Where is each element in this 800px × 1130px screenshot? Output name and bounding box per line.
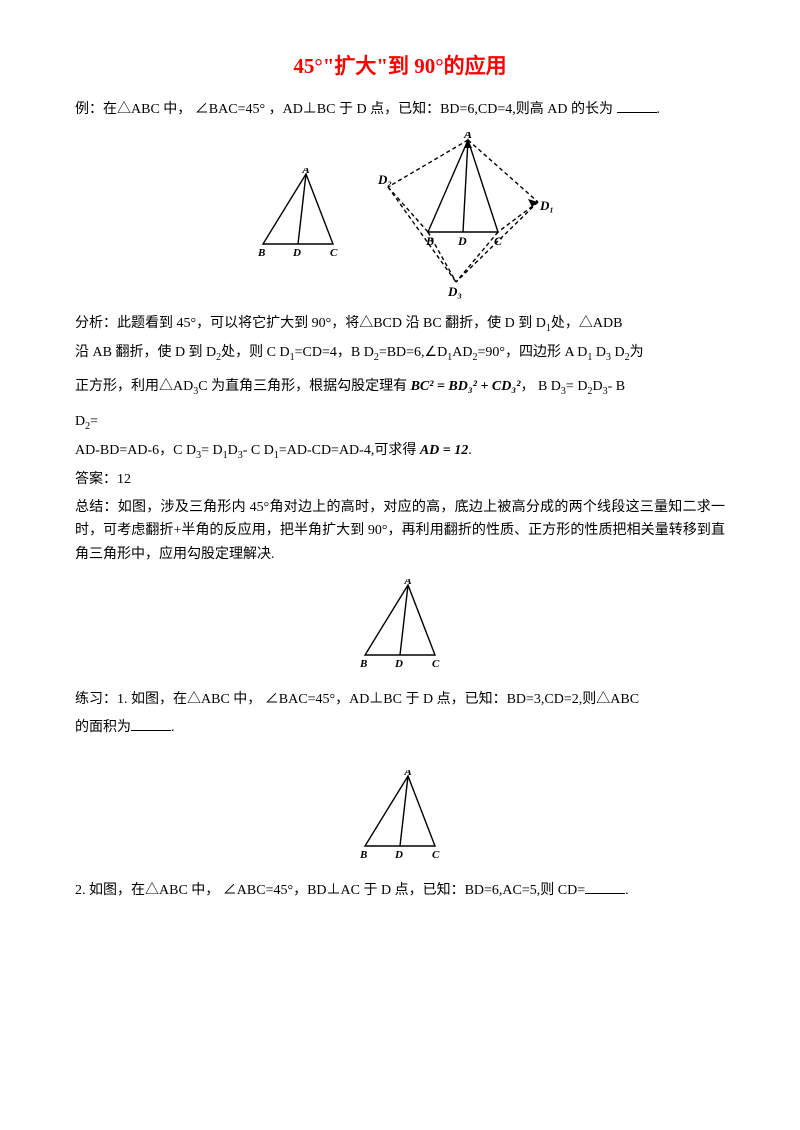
analysis-p3c: ， B D	[520, 379, 560, 394]
label-a2: A	[462, 132, 471, 141]
analysis-p2i: 为	[630, 345, 644, 360]
summary-label: 总结：	[75, 500, 118, 515]
analysis-p5: AD-BD=AD-6，C D3= D1D3- C D1=AD-CD=AD-4,可…	[75, 439, 725, 464]
label-d1: D₁	[539, 198, 553, 213]
t3-b: B	[359, 849, 367, 861]
analysis-p1b: 处，△ADB	[551, 316, 623, 331]
example-statement: 例：在△ABC 中， ∠BAC=45° ，AD⊥BC 于 D 点，已知：BD=6…	[75, 98, 725, 122]
analysis-p1a: 此题看到 45°，可以将它扩大到 90°，将△BCD 沿 BC 翻折，使 D 到…	[117, 316, 546, 331]
summary-text: 如图，涉及三角形内 45°角对边上的高时，对应的高，底边上被高分成的两个线段这三…	[75, 500, 725, 563]
analysis-p2e: AD	[452, 345, 472, 360]
analysis-p2d: =BD=6,∠D	[379, 345, 447, 360]
q1-a: 1. 如图，在△ABC 中，	[117, 692, 261, 707]
label-b2: B	[425, 234, 434, 248]
answer-label: 答案：	[75, 472, 117, 487]
label-c: C	[330, 247, 338, 259]
analysis-p4b: =	[90, 414, 98, 429]
t3-a: A	[403, 770, 411, 778]
analysis-p1: 分析：此题看到 45°，可以将它扩大到 90°，将△BCD 沿 BC 翻折，使 …	[75, 312, 725, 337]
folded-square-figure: A B D C D₂ D₁ D₃	[378, 132, 553, 300]
analysis-p2c: =CD=4，B D	[295, 345, 374, 360]
triangle-figure-1: A B D C	[248, 168, 348, 263]
analysis-p5c: D	[228, 443, 238, 458]
example-perp: ，AD⊥BC 于 D 点，已知：BD=6,CD=4,则高 AD 的长为	[269, 102, 613, 117]
label-c2: C	[494, 234, 503, 248]
analysis-p2b: 处，则 C D	[221, 345, 289, 360]
analysis-period: .	[468, 443, 472, 458]
analysis-p5a: AD-BD=AD-6，C D	[75, 443, 196, 458]
analysis-p3f: - B	[608, 379, 626, 394]
analysis-p3: 正方形，利用△AD3C 为直角三角形，根据勾股定理有 BC² = BD₃² + …	[75, 375, 725, 400]
t2-c: C	[432, 658, 440, 670]
analysis-p2h: D	[611, 345, 625, 360]
label-b: B	[257, 247, 265, 259]
q1-b: ，AD⊥BC 于 D 点，已知：BD=3,CD=2,则△ABC	[335, 692, 639, 707]
page-title: 45°"扩大"到 90°的应用	[75, 50, 725, 80]
figure-row-3: A B D C	[75, 770, 725, 865]
exercise-q1: 练习：1. 如图，在△ABC 中， ∠BAC=45°，AD⊥BC 于 D 点，已…	[75, 688, 725, 712]
analysis-p3b: C 为直角三角形，根据勾股定理有	[198, 379, 407, 394]
answer-value: 12	[117, 472, 131, 487]
example-blank	[617, 99, 657, 113]
analysis-formula: BC² = BD₃² + CD₃²	[411, 379, 521, 394]
triangle-figure-2: A B D C	[350, 579, 450, 674]
q1-angle: ∠BAC=45°	[265, 692, 335, 707]
analysis-p2g: D	[592, 345, 606, 360]
analysis-p3e: D	[592, 379, 602, 394]
q1-c: 的面积为	[75, 720, 131, 735]
analysis-p2a: 沿 AB 翻折，使 D 到 D	[75, 345, 216, 360]
label-a: A	[301, 168, 309, 176]
q2-a: 2. 如图，在△ABC 中，	[75, 883, 219, 898]
exercise-q1-line2: 的面积为.	[75, 716, 725, 740]
analysis-p4a: D	[75, 414, 85, 429]
example-prefix: 例：在△ABC 中，	[75, 102, 191, 117]
exercise-q2: 2. 如图，在△ABC 中， ∠ABC=45°，BD⊥AC 于 D 点，已知：B…	[75, 879, 725, 903]
figure-row-2: A B D C	[75, 579, 725, 674]
analysis-result: AD = 12	[420, 443, 468, 458]
q1-blank	[131, 717, 171, 731]
label-d3: D₃	[447, 284, 462, 299]
analysis-p5e: =AD-CD=AD-4,可求得	[279, 443, 417, 458]
triangle-figure-3: A B D C	[350, 770, 450, 865]
t2-b: B	[359, 658, 367, 670]
summary-para: 总结：如图，涉及三角形内 45°角对边上的高时，对应的高，底边上被高分成的两个线…	[75, 496, 725, 567]
example-angle: ∠BAC=45°	[195, 102, 265, 117]
label-d2: D₂	[378, 172, 392, 187]
q2-blank	[585, 880, 625, 894]
label-d: D	[292, 247, 301, 259]
analysis-p3a: 正方形，利用△AD	[75, 379, 193, 394]
analysis-p4: D2=	[75, 410, 725, 435]
analysis-p2: 沿 AB 翻折，使 D 到 D2处，则 C D1=CD=4，B D2=BD=6,…	[75, 341, 725, 366]
q2-b: ，BD⊥AC 于 D 点，已知：BD=6,AC=5,则 CD=	[293, 883, 585, 898]
t2-a: A	[403, 579, 411, 587]
answer-line: 答案：12	[75, 468, 725, 492]
analysis-p2f: =90°，四边形 A D	[477, 345, 587, 360]
figure-row-1: A B D C A B D C D₂ D₁ D₃	[75, 132, 725, 300]
t3-d: D	[394, 849, 403, 861]
t2-d: D	[394, 658, 403, 670]
q2-angle: ∠ABC=45°	[223, 883, 293, 898]
analysis-p5b: = D	[201, 443, 223, 458]
analysis-label: 分析：	[75, 316, 117, 331]
analysis-p3d: = D	[566, 379, 588, 394]
exercise-label: 练习：	[75, 692, 117, 707]
analysis-p5d: - C D	[243, 443, 274, 458]
t3-c: C	[432, 849, 440, 861]
label-d-mid: D	[457, 234, 467, 248]
